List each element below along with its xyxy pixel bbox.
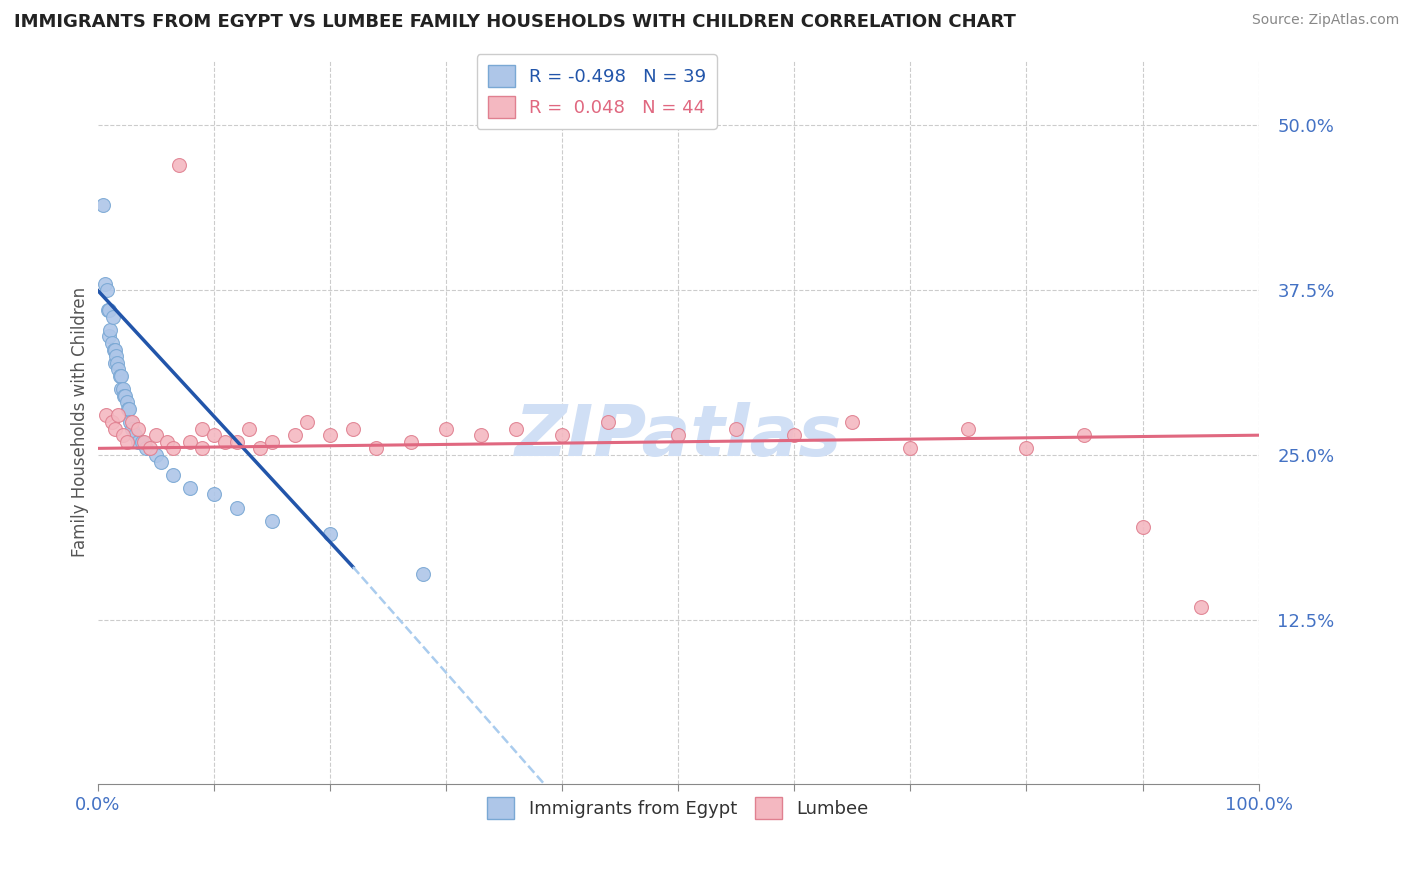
Point: [101, 310, 124, 324]
Point: [783, 428, 806, 442]
Point: [598, 415, 620, 429]
Point: [145, 428, 167, 442]
Point: [104, 356, 127, 370]
Point: [319, 527, 342, 541]
Point: [112, 382, 135, 396]
Point: [127, 434, 149, 449]
Point: [124, 428, 146, 442]
Point: [191, 421, 214, 435]
Point: [179, 434, 201, 449]
Point: [399, 434, 422, 449]
Point: [295, 415, 318, 429]
Point: [434, 421, 457, 435]
Point: [127, 421, 149, 435]
Point: [121, 415, 143, 429]
Point: [225, 500, 247, 515]
Point: [94, 409, 117, 423]
Point: [249, 442, 271, 456]
Point: [97, 303, 120, 318]
Point: [202, 428, 225, 442]
Point: [1132, 520, 1154, 534]
Point: [96, 283, 118, 297]
Point: [104, 343, 127, 357]
Point: [132, 434, 155, 449]
Point: [105, 356, 128, 370]
Point: [505, 421, 527, 435]
Point: [107, 362, 129, 376]
Point: [98, 329, 121, 343]
Point: [167, 158, 190, 172]
Point: [666, 428, 689, 442]
Point: [342, 421, 364, 435]
Point: [100, 335, 122, 350]
Point: [114, 389, 136, 403]
Point: [121, 421, 143, 435]
Point: [139, 442, 162, 456]
Point: [225, 434, 247, 449]
Point: [841, 415, 863, 429]
Point: [135, 442, 157, 456]
Point: [105, 349, 128, 363]
Text: Source: ZipAtlas.com: Source: ZipAtlas.com: [1251, 13, 1399, 28]
Point: [202, 487, 225, 501]
Point: [145, 448, 167, 462]
Point: [725, 421, 748, 435]
Point: [214, 434, 236, 449]
Point: [319, 428, 342, 442]
Point: [150, 454, 173, 468]
Point: [957, 421, 980, 435]
Point: [156, 434, 179, 449]
Point: [98, 323, 121, 337]
Point: [470, 428, 492, 442]
Point: [898, 442, 921, 456]
Point: [110, 382, 132, 396]
Point: [103, 343, 125, 357]
Point: [118, 401, 141, 416]
Point: [93, 197, 115, 211]
Point: [1189, 599, 1212, 614]
Point: [98, 303, 121, 318]
Point: [108, 368, 131, 383]
Point: [112, 428, 135, 442]
Point: [110, 368, 132, 383]
Point: [115, 434, 138, 449]
Point: [162, 442, 184, 456]
Point: [162, 467, 184, 482]
Text: IMMIGRANTS FROM EGYPT VS LUMBEE FAMILY HOUSEHOLDS WITH CHILDREN CORRELATION CHAR: IMMIGRANTS FROM EGYPT VS LUMBEE FAMILY H…: [14, 13, 1017, 31]
Point: [366, 442, 388, 456]
Point: [191, 442, 214, 456]
Point: [284, 428, 307, 442]
Y-axis label: Family Households with Children: Family Households with Children: [72, 287, 89, 558]
Point: [107, 409, 129, 423]
Point: [131, 434, 153, 449]
Point: [93, 277, 115, 291]
Point: [104, 421, 127, 435]
Point: [100, 415, 122, 429]
Point: [1015, 442, 1038, 456]
Point: [112, 389, 135, 403]
Point: [412, 566, 434, 581]
Point: [117, 401, 139, 416]
Point: [1073, 428, 1095, 442]
Point: [260, 434, 283, 449]
Point: [551, 428, 574, 442]
Point: [260, 514, 283, 528]
Point: [115, 395, 138, 409]
Point: [120, 415, 142, 429]
Point: [179, 481, 201, 495]
Legend: Immigrants from Egypt, Lumbee: Immigrants from Egypt, Lumbee: [479, 789, 876, 826]
Text: ZIPatlas: ZIPatlas: [515, 402, 842, 471]
Point: [238, 421, 260, 435]
